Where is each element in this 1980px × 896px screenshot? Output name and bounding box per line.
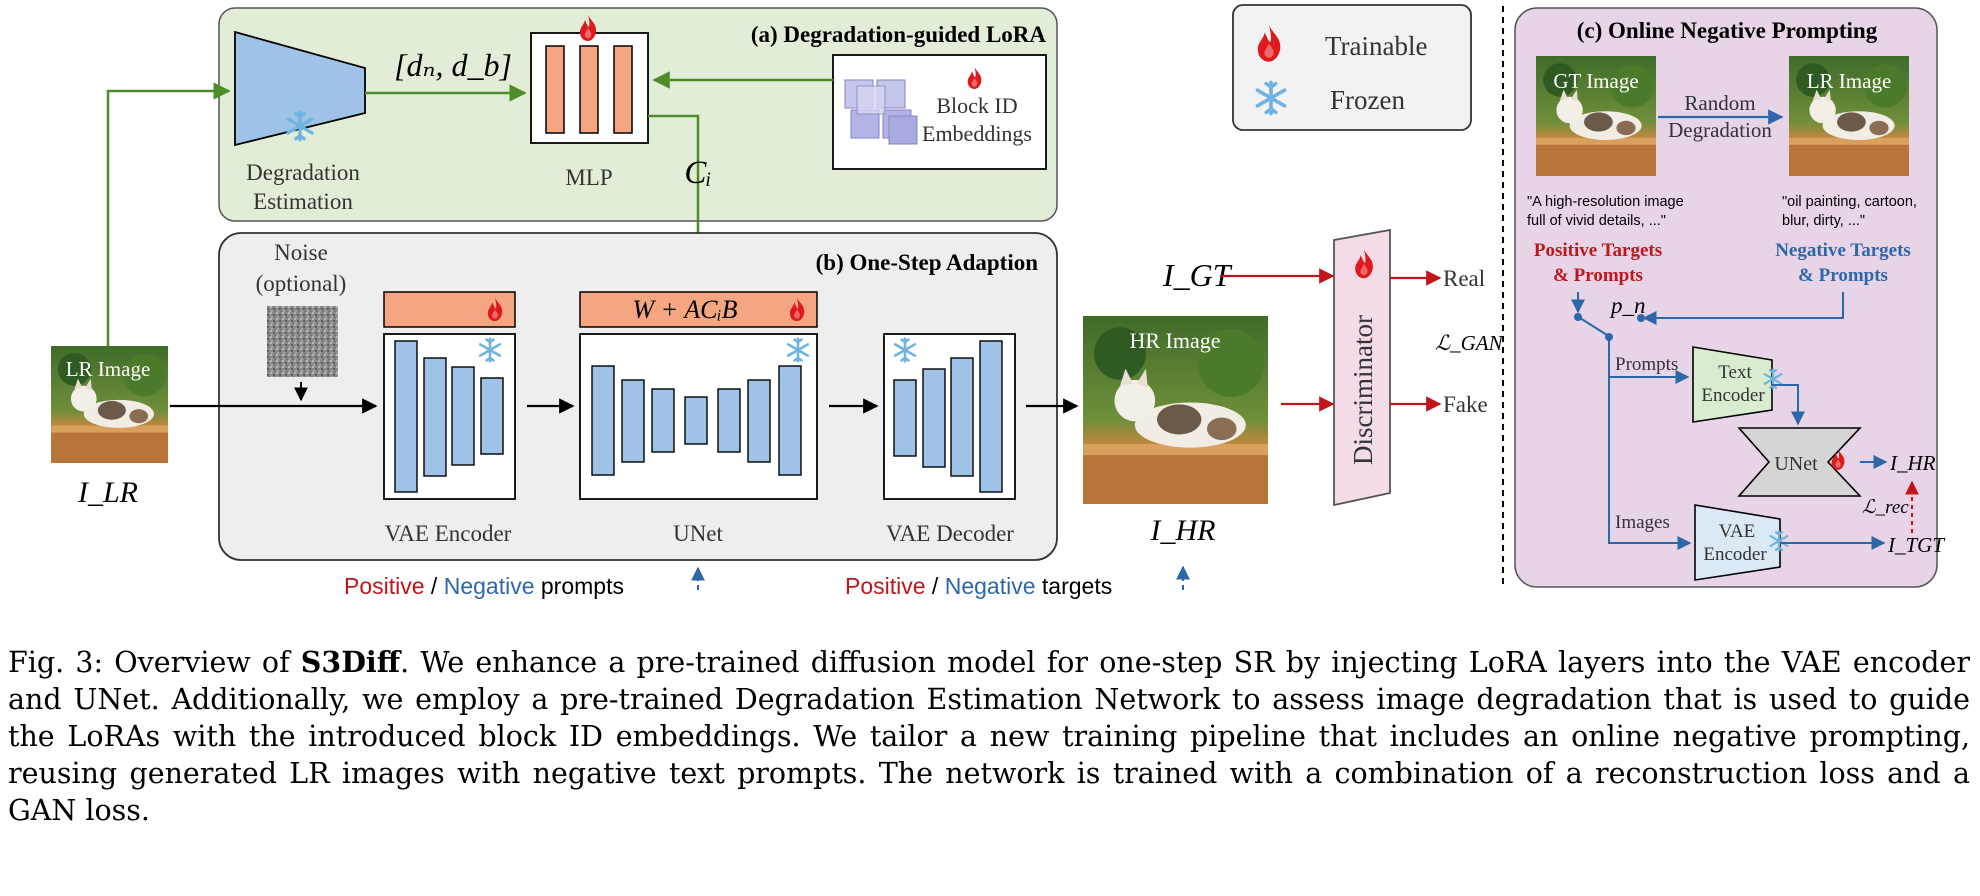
panel-c-title: (c) Online Negative Prompting — [1577, 18, 1878, 43]
unet-c-block — [1737, 427, 1862, 497]
caption-model-name: S3Diff — [300, 645, 401, 679]
lr-image-c-label: LR Image — [1807, 69, 1892, 93]
block-id-label-2: Embeddings — [922, 121, 1032, 146]
neg-quote-1: "oil painting, cartoon, — [1782, 194, 1917, 210]
text-encoder-label-2: Encoder — [1701, 385, 1765, 406]
arrow-to-vae-encoder — [1608, 377, 1692, 550]
overview-figure: (a) Degradation-guided LoRA Degradation … — [51, 4, 1945, 599]
block-id-cubes — [844, 79, 918, 145]
degradation-estimation-block — [234, 30, 366, 147]
targets-caption: Positive / Negative targets — [845, 573, 1112, 599]
hr-image-label: HR Image — [1129, 328, 1220, 353]
lora-formula: W + ACᵢB — [633, 295, 738, 324]
dn-db-label: [dₙ, d_b] — [394, 47, 512, 83]
degradation-label-2: Estimation — [253, 189, 353, 214]
unet-c-label: UNet — [1774, 453, 1818, 475]
figure-caption: Fig. 3: Overview of S3Diff. We enhance a… — [8, 644, 1970, 829]
vae-encoder-c-block — [1694, 504, 1781, 581]
degradation-label-1: Degradation — [246, 160, 360, 185]
fake-label: Fake — [1443, 392, 1488, 417]
noise-label-2: (optional) — [256, 271, 347, 296]
pn-label: p_n — [1609, 293, 1646, 318]
panel-a-title: (a) Degradation-guided LoRA — [751, 22, 1047, 47]
mlp-layer — [579, 45, 599, 134]
panel-b-title: (b) One-Step Adaption — [816, 250, 1039, 275]
unet-label: UNet — [673, 521, 723, 546]
prompts-label: Prompts — [1615, 354, 1678, 375]
pos-quote-2: full of vivid details, ..." — [1527, 213, 1666, 229]
l-gan-label: ℒ_GAN — [1435, 331, 1504, 355]
legend-frozen: Frozen — [1330, 85, 1405, 115]
i-hr-label: I_HR — [1150, 514, 1216, 547]
mlp-layer — [545, 45, 565, 134]
i-tgt-label: I_TGT — [1887, 533, 1945, 557]
noise-label-1: Noise — [274, 240, 328, 265]
legend-box — [1232, 4, 1472, 131]
prompts-caption: Positive / Negative prompts — [344, 573, 624, 599]
caption-text: . We enhance a pre-trained diffusion mod… — [8, 646, 1970, 827]
discriminator-block — [1333, 228, 1391, 507]
random-label: Random — [1684, 91, 1755, 115]
arrow-neg-to-pn — [1642, 292, 1844, 325]
arrow-lr-to-degradation — [106, 82, 231, 346]
mlp-label: MLP — [565, 165, 612, 190]
gt-image-label: GT Image — [1553, 69, 1638, 93]
vae-encoder-c-label-1: VAE — [1719, 521, 1756, 542]
degradation-c-label: Degradation — [1668, 118, 1772, 142]
neg-targets-2: & Prompts — [1798, 265, 1888, 286]
pos-targets-2: & Prompts — [1553, 265, 1643, 286]
text-encoder-block — [1692, 346, 1773, 423]
unet-lora — [579, 291, 818, 328]
noise-image — [267, 306, 338, 377]
switch-node — [1574, 313, 1582, 321]
arrow-mlp-to-unet — [648, 114, 707, 292]
legend-trainable: Trainable — [1325, 31, 1428, 61]
neg-targets-1: Negative Targets — [1775, 240, 1911, 261]
lr-image-label: LR Image — [66, 357, 151, 381]
vae-decoder-label: VAE Decoder — [886, 521, 1014, 546]
ci-label: Cᵢ — [684, 155, 711, 191]
l-rec-label: ℒ_rec — [1862, 497, 1909, 518]
block-id-label-1: Block ID — [936, 93, 1017, 118]
real-label: Real — [1443, 266, 1485, 291]
arrow-text-to-unet — [1772, 384, 1805, 426]
mlp-layer — [613, 45, 633, 134]
pos-quote-1: "A high-resolution image — [1527, 194, 1684, 210]
discriminator-label: Discriminator — [1348, 315, 1378, 465]
pos-targets-1: Positive Targets — [1534, 240, 1662, 261]
i-hr-c-label: I_HR — [1889, 451, 1936, 475]
caption-prefix: Fig. 3: Overview of — [8, 646, 301, 679]
vae-encoder-c-label-2: Encoder — [1703, 544, 1767, 565]
i-lr-label: I_LR — [77, 476, 138, 509]
images-label: Images — [1615, 512, 1670, 533]
neg-quote-2: blur, dirty, ..." — [1782, 213, 1865, 229]
vae-encoder-label: VAE Encoder — [385, 521, 512, 546]
text-encoder-label-1: Text — [1718, 362, 1752, 383]
